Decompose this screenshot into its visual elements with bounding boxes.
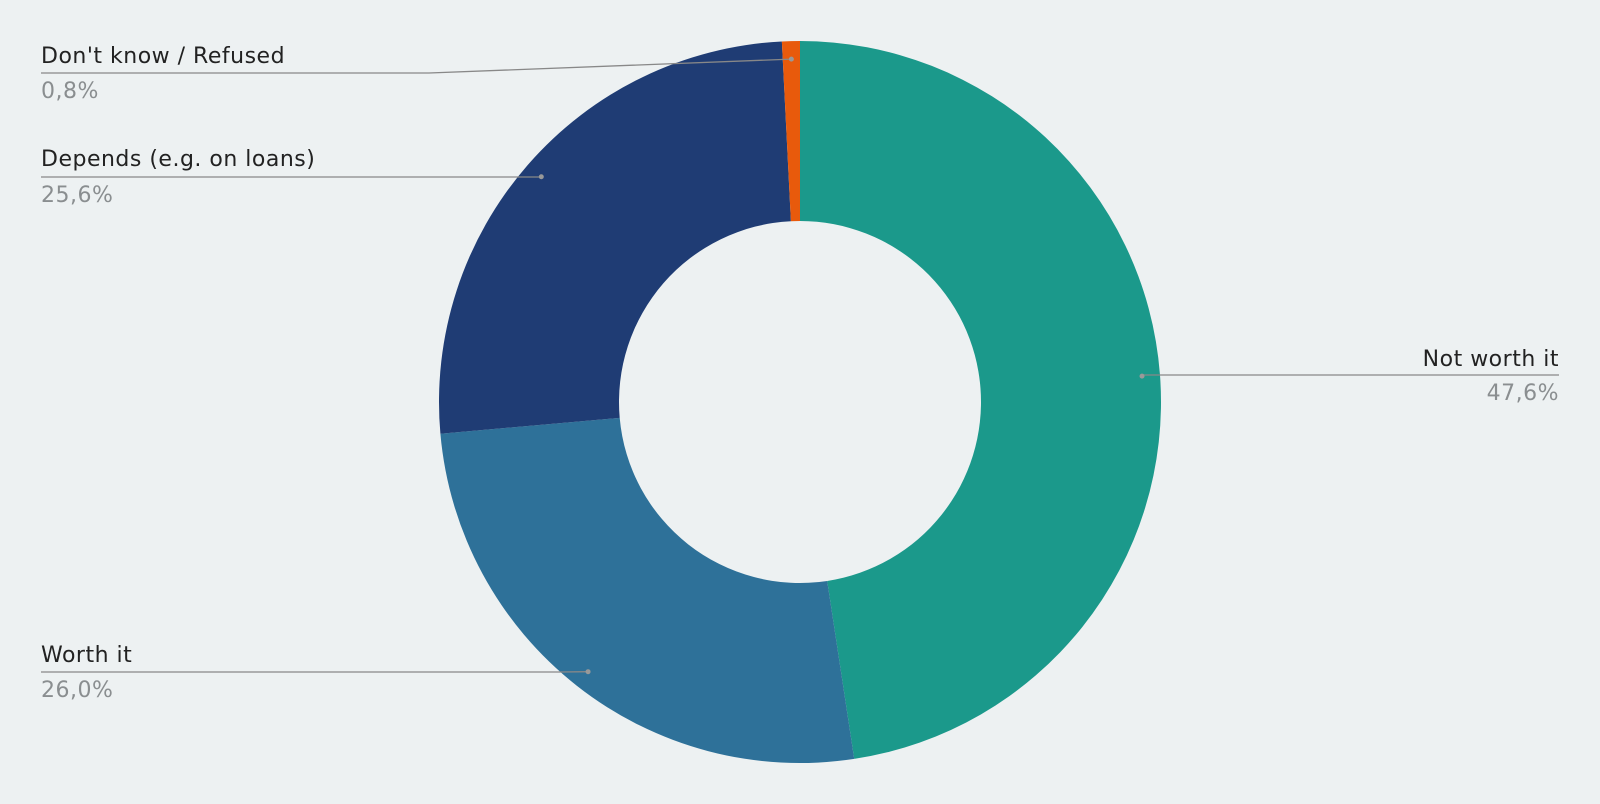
leader-line bbox=[41, 58, 792, 74]
slice-value-label: 0,8% bbox=[41, 79, 99, 104]
slice-label: Not worth it bbox=[1423, 347, 1559, 372]
slice-label: Worth it bbox=[41, 643, 132, 668]
slice-label: Depends (e.g. on loans) bbox=[41, 147, 315, 172]
donut-slice bbox=[800, 41, 1161, 759]
slice-value-label: 26,0% bbox=[41, 678, 113, 703]
leader-dot bbox=[788, 56, 794, 62]
leader-dot bbox=[538, 174, 544, 180]
leader-dot bbox=[585, 669, 591, 675]
slice-value-label: 25,6% bbox=[41, 183, 113, 208]
slice-label: Don't know / Refused bbox=[41, 44, 285, 69]
slice-value-label: 47,6% bbox=[1487, 381, 1559, 406]
leader-dot bbox=[1139, 373, 1145, 379]
donut-slice bbox=[438, 41, 791, 434]
donut-slice bbox=[440, 417, 855, 763]
donut-slice bbox=[781, 41, 800, 222]
